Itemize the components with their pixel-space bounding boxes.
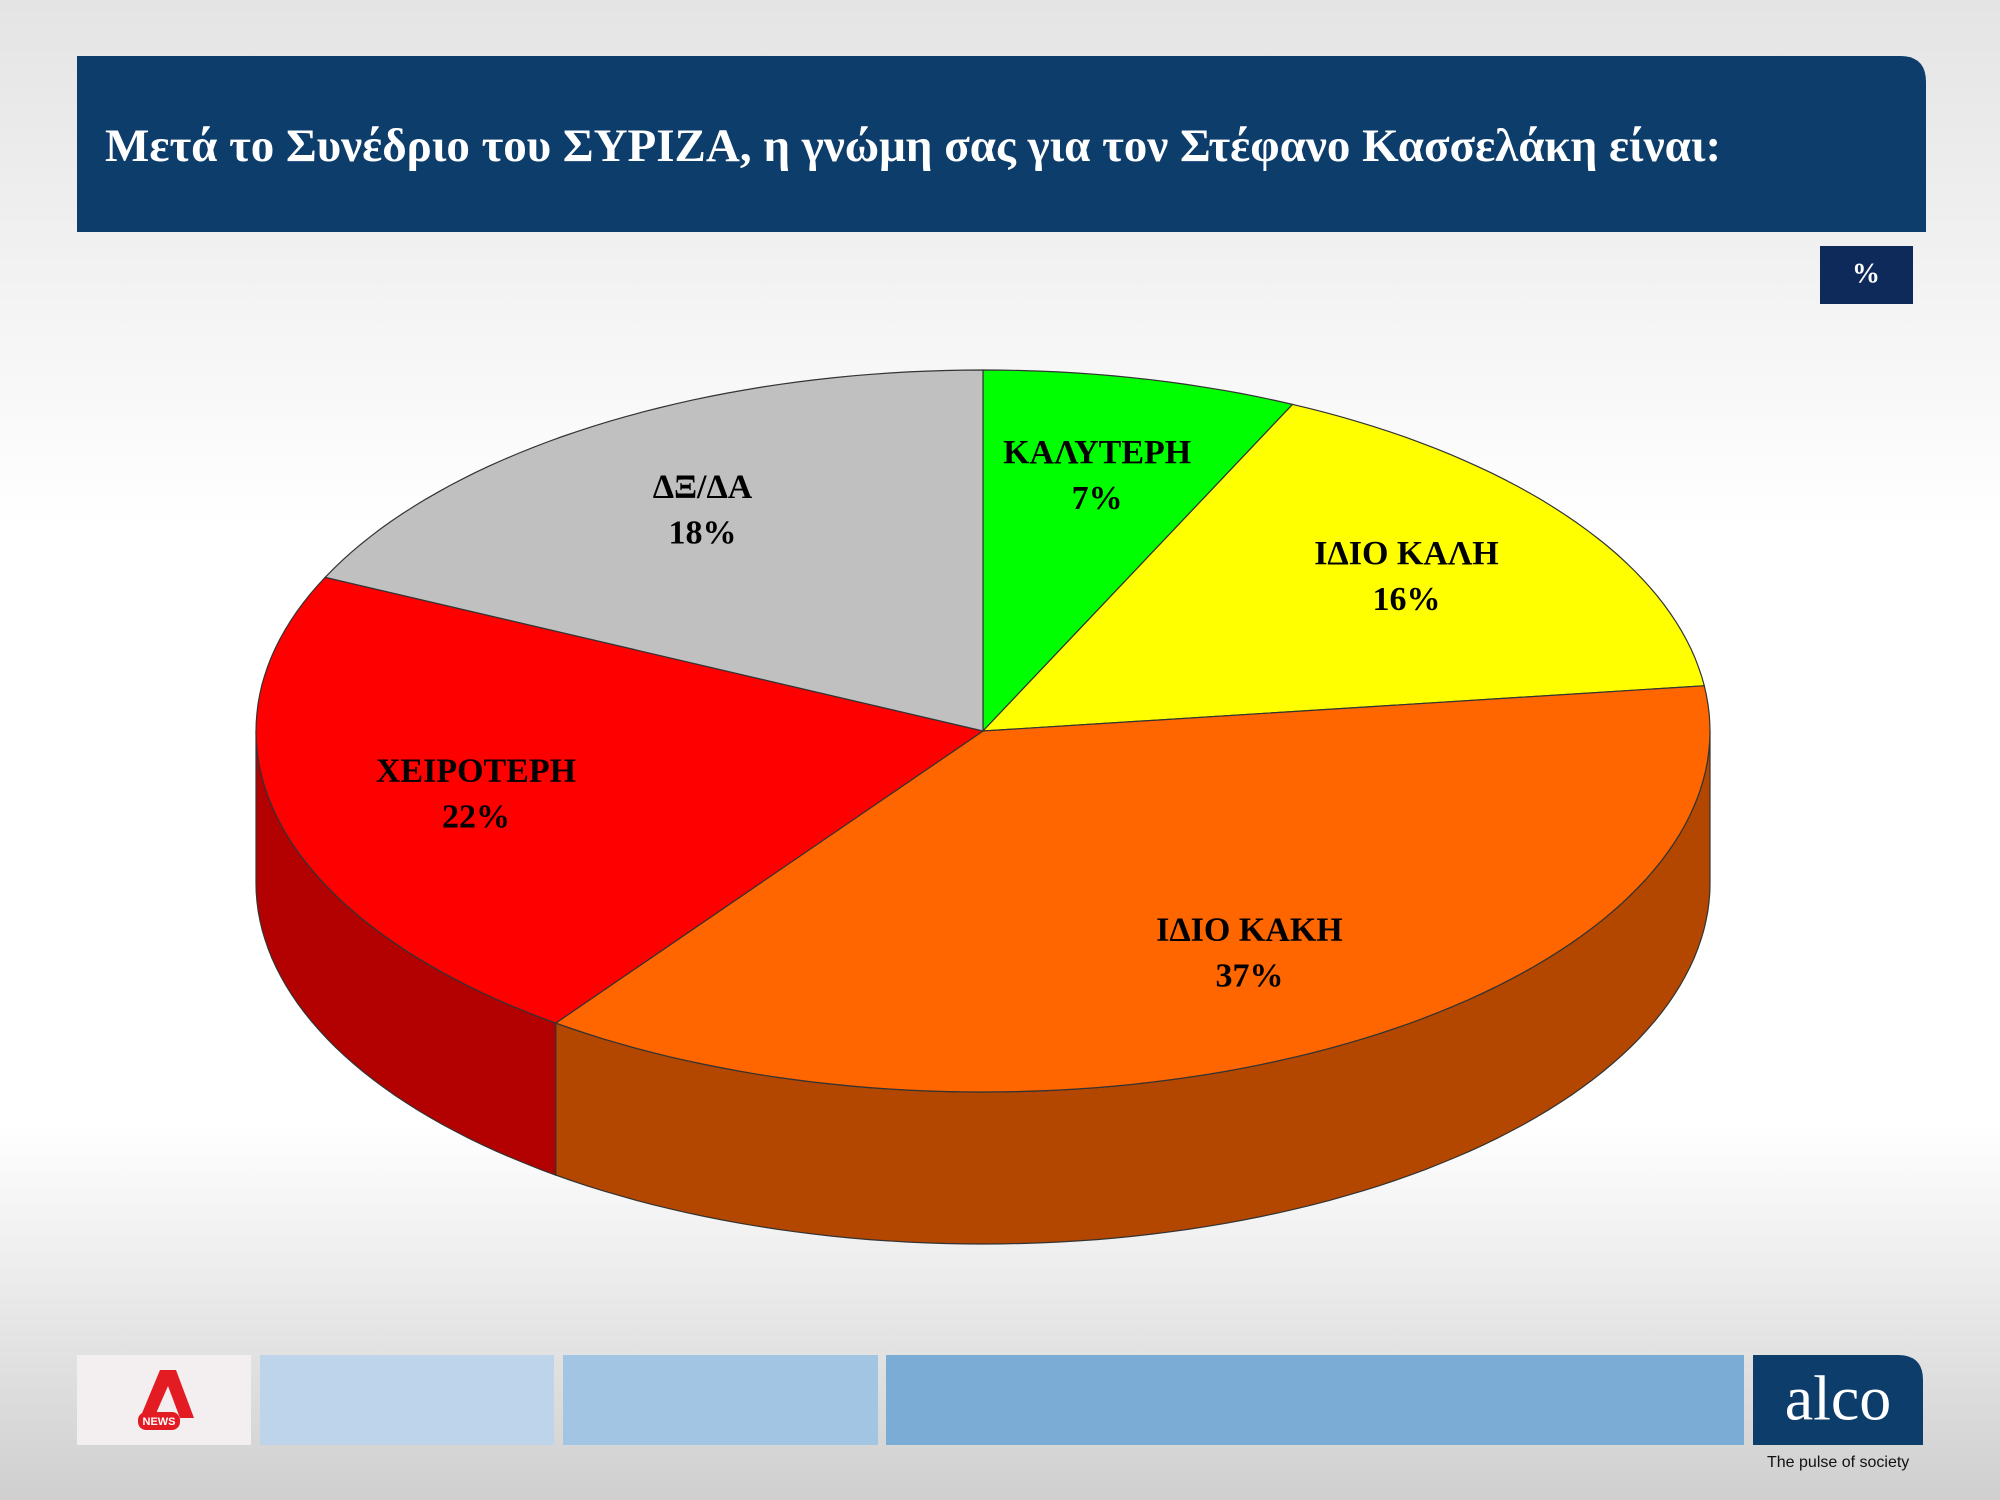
logo-badge [138,1412,180,1430]
unit-label: % [1852,258,1880,289]
pie: ΚΑΛΥΤΕΡΗ 7% ΙΔΙΟ ΚΑΛΗ 16% ΙΔΙΟ ΚΑΚΗ 37% ΧΕΙΡΟΤ… [255,369,1711,1245]
slice-value-label: 16% [1372,581,1440,618]
slice-label: ΔΞ/ΔΑ [653,468,753,505]
pie-slice [324,369,984,732]
brand-box [1753,1355,1923,1445]
footer-box [886,1355,1744,1445]
slice-label: ΧΕΙΡΟΤΕΡΗ [376,752,576,789]
slice-value-label: 7% [1072,480,1123,517]
logo-text: NEWS [143,1416,176,1428]
pie-slice [981,403,1706,732]
slice-label: ΙΔΙΟ ΚΑΛΗ [1314,535,1499,572]
unit-box [1820,246,1913,304]
slice-value-label: 18% [669,514,737,551]
tagline: The pulse of society [1767,1454,1909,1471]
brand: alco [1785,1363,1892,1434]
slice-value-label: 22% [442,798,510,835]
pie-slice [982,369,1294,733]
footer-box [260,1355,554,1445]
header-bar [77,56,1926,232]
slice-label: ΚΑΛΥΤΕΡΗ [1003,434,1191,471]
footer-box [77,1355,251,1445]
slice-label: ΙΔΙΟ ΚΑΚΗ [1156,912,1343,949]
footer-box [563,1355,878,1445]
chart-title: Μετά το Συνέδριο του ΣΥΡΙΖΑ, η γνώμη σας… [105,120,1721,172]
pie-slice [554,685,1711,1093]
logo-mark [140,1370,194,1418]
slice-value-label: 37% [1215,958,1283,995]
